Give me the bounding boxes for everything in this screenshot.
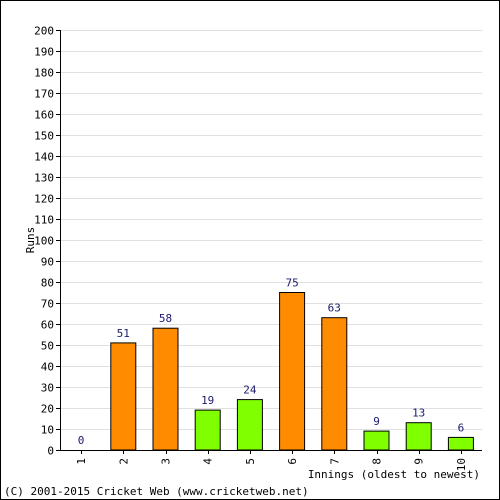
y-axis-ticks: 0 10 20 30 40 50 60 70 80 90 100 110 120 130 140 150 160… bbox=[34, 25, 60, 458]
y-tick-label: 80 bbox=[41, 277, 54, 290]
data-label: 13 bbox=[412, 407, 425, 420]
data-label: 19 bbox=[201, 394, 214, 407]
y-tick-label: 50 bbox=[41, 340, 54, 353]
y-tick-label: 110 bbox=[34, 214, 54, 227]
copyright-footer: (C) 2001-2015 Cricket Web (www.cricketwe… bbox=[4, 485, 309, 498]
bars bbox=[110, 292, 474, 451]
bar-innings-3 bbox=[152, 327, 179, 451]
y-tick-label: 150 bbox=[34, 130, 54, 143]
x-tick-label: 7 bbox=[328, 458, 341, 465]
bar-innings-5 bbox=[236, 399, 263, 451]
y-tick-label: 10 bbox=[41, 424, 54, 437]
y-tick-label: 40 bbox=[41, 361, 54, 374]
bar-innings-4 bbox=[194, 409, 221, 451]
y-tick-label: 70 bbox=[41, 298, 54, 311]
y-tick-label: 30 bbox=[41, 382, 54, 395]
data-label: 58 bbox=[159, 312, 172, 325]
y-axis-title: Runs bbox=[24, 227, 37, 254]
x-axis-title: Innings (oldest to newest) bbox=[308, 468, 480, 481]
bar-innings-2 bbox=[110, 342, 137, 451]
bar-innings-9 bbox=[405, 422, 432, 451]
bar-innings-6 bbox=[279, 292, 306, 451]
y-tick-label: 90 bbox=[41, 256, 54, 269]
bar-innings-7 bbox=[321, 317, 348, 451]
x-axis-ticks: 1 2 3 4 5 6 7 8 9 10 bbox=[75, 450, 468, 471]
y-tick-label: 20 bbox=[41, 403, 54, 416]
x-tick-label: 4 bbox=[202, 458, 215, 465]
x-tick-label: 2 bbox=[117, 458, 130, 465]
y-tick-label: 170 bbox=[34, 88, 54, 101]
y-tick-label: 100 bbox=[34, 235, 54, 248]
y-tick-label: 120 bbox=[34, 193, 54, 206]
data-label: 51 bbox=[117, 327, 130, 340]
x-tick-label: 8 bbox=[371, 458, 384, 465]
y-tick-label: 0 bbox=[47, 445, 54, 458]
y-tick-label: 190 bbox=[34, 46, 54, 59]
x-tick-label: 6 bbox=[286, 458, 299, 465]
y-tick-label: 130 bbox=[34, 172, 54, 185]
data-label: 0 bbox=[78, 434, 85, 447]
bar-innings-8 bbox=[363, 430, 390, 451]
data-label: 9 bbox=[373, 415, 380, 428]
x-tick-label: 1 bbox=[75, 458, 88, 465]
data-label: 24 bbox=[243, 384, 257, 397]
data-label: 63 bbox=[328, 302, 341, 315]
bar-innings-10 bbox=[447, 436, 474, 451]
x-tick-label: 3 bbox=[160, 458, 173, 465]
x-tick-label: 9 bbox=[413, 458, 426, 465]
data-labels: 0 51 58 19 24 75 63 9 13 6 bbox=[78, 277, 464, 448]
x-tick-label: 10 bbox=[455, 458, 468, 471]
y-tick-label: 200 bbox=[34, 25, 54, 38]
y-tick-label: 160 bbox=[34, 109, 54, 122]
y-tick-label: 60 bbox=[41, 319, 54, 332]
data-label: 75 bbox=[285, 277, 298, 290]
y-tick-label: 140 bbox=[34, 151, 54, 164]
y-tick-label: 180 bbox=[34, 67, 54, 80]
data-label: 6 bbox=[458, 421, 465, 434]
x-tick-label: 5 bbox=[244, 458, 257, 465]
